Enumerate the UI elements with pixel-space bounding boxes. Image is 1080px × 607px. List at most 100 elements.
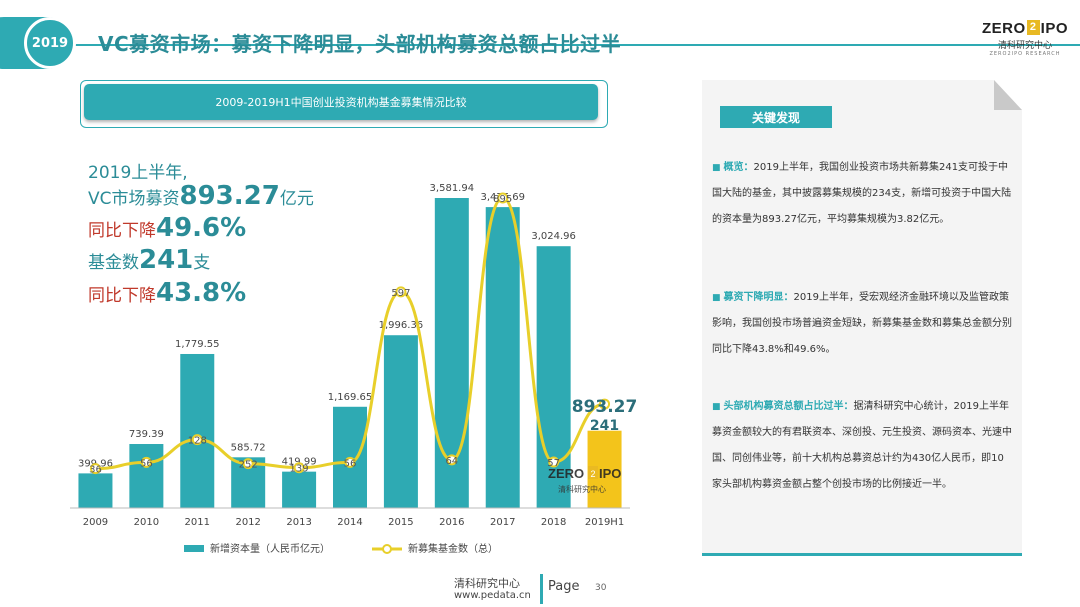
line-point-2009 xyxy=(89,463,101,475)
bar-label-2010: 739.39 xyxy=(129,429,164,440)
highlight-line-5: 同比下降43.8% xyxy=(88,278,246,308)
page-title: VC募资市场：募资下降明显，头部机构募资总额占比过半 xyxy=(98,32,622,56)
finding-head: 头部机构募资总额占比过半： xyxy=(723,401,854,412)
finding-overview: ■ 概览：2019上半年，我国创业投资市场共新募集241支可投于中国大陆的基金，其… xyxy=(712,155,1012,233)
chart-title: 2009-2019H1中国创业投资机构基金募集情况比较 xyxy=(84,84,598,120)
watermark-badge xyxy=(588,466,598,479)
finding-decline: ■ 募资下降明显：2019上半年，受宏观经济金融环境以及监管政策影响，我国创投市场… xyxy=(712,285,1012,363)
line-label-2019H1: 241 xyxy=(590,418,619,434)
fundraising-chart: 399.962009739.3920101,779.552011585.7220… xyxy=(70,183,638,555)
bar-label-2019H1: 893.27 xyxy=(572,397,638,417)
watermark-sub: 清科研究中心 xyxy=(558,484,606,494)
bar-2017 xyxy=(485,207,520,508)
bar-2013 xyxy=(282,471,317,508)
line-label-2018: 57 xyxy=(547,458,560,469)
bar-2010 xyxy=(129,444,164,508)
finding-head: 概览： xyxy=(723,162,754,173)
x-tick-2017: 2017 xyxy=(490,517,515,528)
highlight-2-num: 893.27 xyxy=(179,181,280,211)
finding-text: 2019上半年，受宏观经济金融环境以及监管政策影响，我国创投市场普遍资金短缺，新… xyxy=(712,292,1012,355)
line-label-2009: 36 xyxy=(89,465,102,476)
line-label-2015: 597 xyxy=(391,288,410,299)
finding-head: 募资下降明显： xyxy=(723,292,794,303)
key-findings-label: 关键发现 xyxy=(720,106,832,128)
x-tick-2019H1: 2019H1 xyxy=(585,517,624,528)
watermark-left: ZERO xyxy=(548,466,584,481)
legend-swatch-capital xyxy=(184,545,204,552)
bar-2011 xyxy=(180,353,215,508)
line-label-2011: 128 xyxy=(188,436,207,447)
x-tick-2011: 2011 xyxy=(185,517,210,528)
footer-divider xyxy=(540,574,543,604)
bullet-icon: ■ xyxy=(712,402,721,412)
footer-url[interactable]: www.pedata.cn xyxy=(454,590,531,601)
line-point-2019H1 xyxy=(599,398,611,410)
logo-text-left: ZERO xyxy=(982,20,1026,37)
x-tick-2014: 2014 xyxy=(337,517,362,528)
highlight-3-num: 49.6% xyxy=(156,213,247,243)
highlight-1-pre: 2019上半年, xyxy=(88,163,188,183)
highlight-4-num: 241 xyxy=(139,245,194,275)
x-tick-2015: 2015 xyxy=(388,517,413,528)
bar-label-2018: 3,024.96 xyxy=(531,231,576,242)
key-findings-panel xyxy=(702,80,1022,556)
page-fold-icon xyxy=(994,80,1022,110)
footer-org-name: 清科研究中心 xyxy=(454,577,520,590)
finding-top-institutions: ■ 头部机构募资总额占比过半：据清科研究中心统计，2019上半年募资金额较大的有君… xyxy=(712,394,1012,498)
logo-text-right: IPO xyxy=(1040,20,1069,37)
bar-label-2015: 1,996.36 xyxy=(379,320,424,331)
highlight-5-pre: 同比下降 xyxy=(88,286,156,306)
x-tick-2010: 2010 xyxy=(134,517,159,528)
bar-label-2011: 1,779.55 xyxy=(175,339,220,350)
x-tick-2016: 2016 xyxy=(439,517,464,528)
bullet-icon: ■ xyxy=(712,293,721,303)
bar-label-2014: 1,169.65 xyxy=(328,392,373,403)
line-point-2012 xyxy=(242,458,254,470)
footer-page-number: 30 xyxy=(595,583,607,593)
highlight-3-pre: 同比下降 xyxy=(88,221,156,241)
bar-2015 xyxy=(383,335,418,508)
highlight-line-3: 同比下降49.6% xyxy=(88,213,246,243)
finding-text: 据清科研究中心统计，2019上半年募资金额较大的有君联资本、深创投、元生投资、源… xyxy=(712,401,1012,490)
highlight-4-post: 支 xyxy=(193,253,211,273)
logo-subtitle: 清科研究中心 xyxy=(997,41,1052,51)
line-point-2011 xyxy=(191,434,203,446)
line-label-2012: 252 xyxy=(239,460,258,471)
line-point-2018 xyxy=(548,456,560,468)
line-label-2013: 139 xyxy=(290,464,309,475)
watermark-right: IPO xyxy=(599,466,621,481)
logo-text-mid: 2 xyxy=(1026,20,1040,35)
bullet-icon: ■ xyxy=(712,163,721,173)
highlight-line-4: 基金数241支 xyxy=(88,245,210,275)
line-point-2016 xyxy=(446,454,458,466)
header-rule xyxy=(0,44,1080,46)
highlight-4-pre: 基金数 xyxy=(88,253,139,273)
footer-page-label: Page xyxy=(548,579,580,594)
bar-2009 xyxy=(78,473,113,508)
bar-label-2016: 3,581.94 xyxy=(430,183,475,194)
bar-label-2013: 419.99 xyxy=(282,457,317,468)
line-label-2014: 56 xyxy=(344,458,357,469)
x-tick-2018: 2018 xyxy=(541,517,566,528)
x-tick-2009: 2009 xyxy=(83,517,108,528)
finding-text: 2019上半年，我国创业投资市场共新募集241支可投于中国大陆的基金，其中披露募… xyxy=(712,162,1012,225)
highlight-2-post: 亿元 xyxy=(279,189,314,209)
line-point-2013 xyxy=(293,462,305,474)
legend-label-fund-count: 新募集基金数（总） xyxy=(408,542,498,555)
line-point-2010 xyxy=(140,456,152,468)
year-badge: 2019 xyxy=(24,17,76,69)
x-tick-2013: 2013 xyxy=(286,517,311,528)
line-point-2014 xyxy=(344,456,356,468)
line-point-2017 xyxy=(497,192,509,204)
watermark-mid: 2 xyxy=(590,469,595,479)
legend-marker-fund-count xyxy=(382,544,392,554)
line-point-2015 xyxy=(395,286,407,298)
bar-label-2012: 585.72 xyxy=(231,442,266,453)
x-tick-2012: 2012 xyxy=(235,517,260,528)
highlight-line-2: VC市场募资893.27亿元 xyxy=(88,181,314,211)
highlight-5-num: 43.8% xyxy=(156,278,247,308)
highlight-line-1: 2019上半年, xyxy=(88,158,188,183)
panel-bottom-rule xyxy=(702,553,1022,556)
zero2ipo-logo: ZERO 2 IPO 清科研究中心 ZERO2IPO RESEARCH xyxy=(982,20,1068,57)
line-label-2017: 895 xyxy=(493,194,512,205)
